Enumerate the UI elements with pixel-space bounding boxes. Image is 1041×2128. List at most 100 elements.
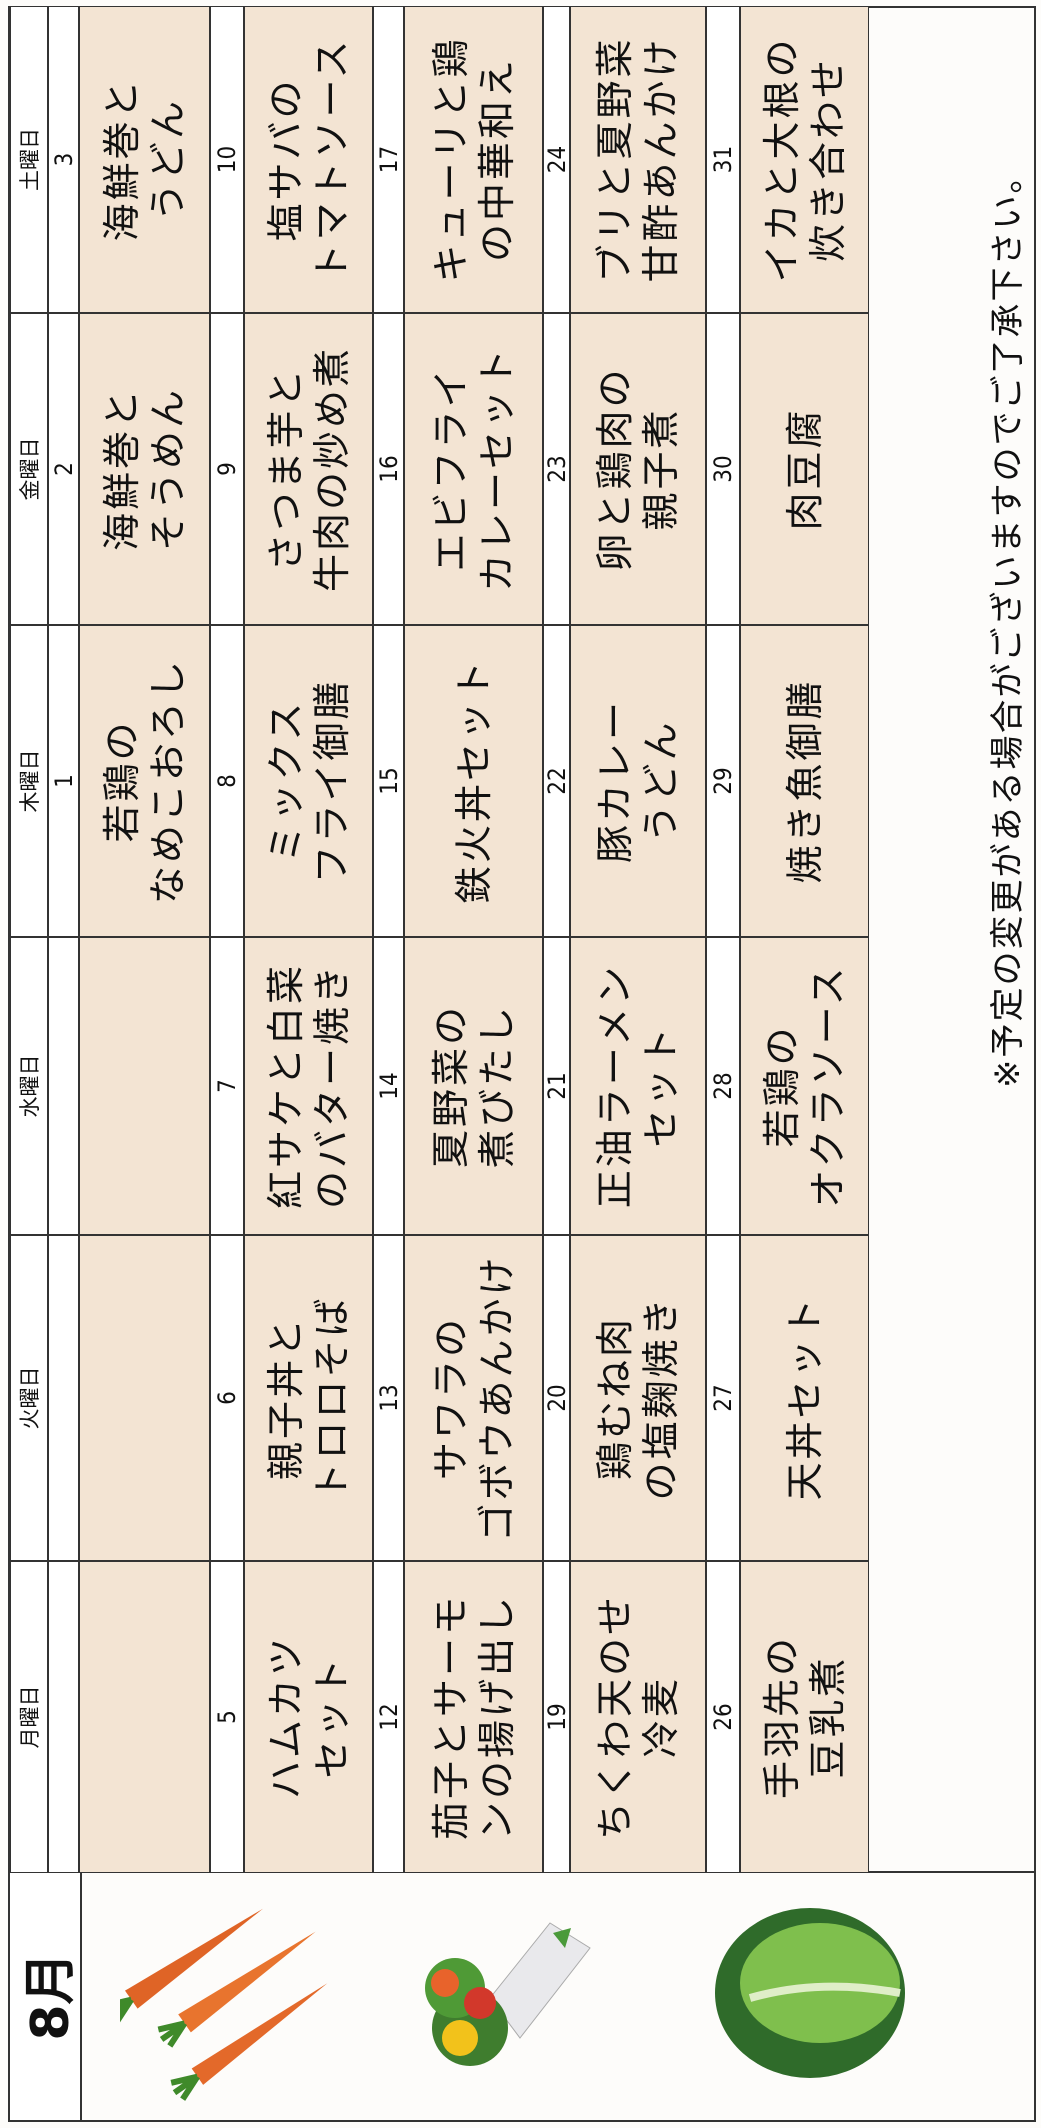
date-cell: 13 — [373, 1235, 404, 1561]
menu-line: 豚カレー — [593, 699, 637, 864]
weekday: 土曜日 — [10, 6, 48, 313]
menu-line: 親子丼と — [263, 1316, 308, 1481]
date-cell: 8 — [210, 625, 244, 937]
date-cell: 16 — [373, 313, 404, 625]
menu-line: 天丼セット — [782, 1295, 827, 1501]
menu-cell: 手羽先の 豆乳煮 — [740, 1561, 869, 1873]
menu-line: 海鮮巻と — [99, 387, 144, 552]
menu-line: 鶏むね肉 — [593, 1316, 637, 1481]
menu-line: 肉豆腐 — [782, 407, 827, 531]
menu-cell: 肉豆腐 — [740, 313, 869, 625]
menu-line: セット — [309, 1655, 354, 1779]
menu-cell: ミックス フライ御膳 — [244, 625, 373, 937]
menu-cell: 若鶏の オクラソース — [740, 937, 869, 1235]
menu-line: 牛肉の炒め煮 — [309, 346, 354, 593]
date-cell: 21 — [543, 937, 571, 1235]
menu-cell: エビフライ カレーセット — [404, 313, 543, 625]
date-cell: 19 — [543, 1561, 571, 1873]
menu-line: セット — [639, 1024, 683, 1148]
menu-line: エビフライ — [428, 366, 473, 572]
lettuce-illustration — [715, 1908, 905, 2078]
date-cell: 1 — [48, 625, 79, 937]
date-cell — [48, 1235, 79, 1561]
date-cell: 20 — [543, 1235, 571, 1561]
menu-cell: 塩サバの トマトソース — [244, 6, 373, 313]
menu-line: 親子煮 — [639, 407, 683, 531]
menu-cell: 豚カレー うどん — [570, 625, 706, 937]
menu-line: トロロそば — [309, 1295, 354, 1501]
menu-cell: 親子丼と トロロそば — [244, 1235, 373, 1561]
date-cell: 9 — [210, 313, 244, 625]
menu-line: カレーセット — [474, 346, 519, 593]
menu-line: 海鮮巻と — [99, 77, 144, 242]
menu-line: ゴボウあんかけ — [474, 1254, 519, 1542]
date-cell: 17 — [373, 6, 404, 313]
menu-cell: 鶏むね肉 の塩麹焼き — [570, 1235, 706, 1561]
date-cell: 29 — [706, 625, 740, 937]
menu-cell: 天丼セット — [740, 1235, 869, 1561]
menu-line: 豆乳煮 — [805, 1655, 850, 1779]
date-cell: 31 — [706, 6, 740, 313]
date-cell: 27 — [706, 1235, 740, 1561]
menu-line: ブリと夏野菜 — [593, 36, 637, 283]
menu-line: 茄子とサーモ — [428, 1594, 473, 1841]
date-cell: 24 — [543, 6, 571, 313]
menu-line: 手羽先の — [759, 1635, 804, 1800]
menu-line: ミックス — [263, 699, 308, 863]
date-cell: 26 — [706, 1561, 740, 1873]
menu-cell: 海鮮巻と うどん — [79, 6, 210, 313]
menu-line: うどん — [639, 719, 683, 843]
date-cell — [48, 937, 79, 1235]
date-cell: 23 — [543, 313, 571, 625]
menu-line: 炊き合わせ — [805, 57, 850, 263]
weekday: 月曜日 — [10, 1561, 48, 1873]
date-cell: 6 — [210, 1235, 244, 1561]
menu-line: 冷麦 — [639, 1676, 683, 1759]
menu-cell: 鉄火丼セット — [404, 625, 543, 937]
menu-line: 夏野菜の — [428, 1004, 473, 1169]
menu-cell: 海鮮巻と そうめん — [79, 313, 210, 625]
weekday: 金曜日 — [10, 313, 48, 625]
menu-line: うどん — [145, 98, 190, 222]
menu-line: そうめん — [145, 387, 190, 552]
date-cell: 10 — [210, 6, 244, 313]
menu-cell — [79, 1235, 210, 1561]
menu-line: さつま芋と — [263, 366, 308, 572]
menu-cell: イカと大根の 炊き合わせ — [740, 6, 869, 313]
menu-cell: 夏野菜の 煮びたし — [404, 937, 543, 1235]
menu-line: 紅サケと白菜 — [263, 963, 308, 1210]
menu-cell: 焼き魚御膳 — [740, 625, 869, 937]
menu-line: 若鶏の — [759, 1024, 804, 1148]
menu-cell: ブリと夏野菜 甘酢あんかけ — [570, 6, 706, 313]
date-cell: 28 — [706, 937, 740, 1235]
menu-line: なめこおろし — [145, 658, 190, 905]
menu-line: 若鶏の — [99, 719, 144, 843]
menu-line: 正油ラーメン — [593, 963, 637, 1209]
carrot — [120, 1908, 328, 2101]
menu-line: サワラの — [428, 1316, 473, 1481]
date-cell — [48, 1561, 79, 1873]
menu-cell: キューリと鶏 の中華和え — [404, 6, 543, 313]
weekday: 水曜日 — [10, 937, 48, 1235]
menu-cell: 卵と鶏肉の 親子煮 — [570, 313, 706, 625]
menu-cell: 紅サケと白菜 のバター焼き — [244, 937, 373, 1235]
menu-cell: ちくわ天のせ 冷麦 — [570, 1561, 706, 1873]
menu-line: トマトソース — [309, 37, 354, 282]
date-cell: 15 — [373, 625, 404, 937]
date-cell: 30 — [706, 313, 740, 625]
menu-cell: ハムカツ セット — [244, 1561, 373, 1873]
date-cell: 2 — [48, 313, 79, 625]
date-cell: 14 — [373, 937, 404, 1235]
menu-line: のバター焼き — [309, 963, 354, 1210]
menu-cell: 茄子とサーモ ンの揚げ出し — [404, 1561, 543, 1873]
menu-line: イカと大根の — [759, 36, 804, 283]
date-cell: 5 — [210, 1561, 244, 1873]
menu-line: ちくわ天のせ — [593, 1594, 637, 1841]
menu-line: キューリと鶏 — [428, 36, 473, 283]
menu-cell: さつま芋と 牛肉の炒め煮 — [244, 313, 373, 625]
menu-cell — [79, 937, 210, 1235]
menu-line: 卵と鶏肉の — [593, 366, 637, 572]
menu-line: 煮びたし — [474, 1004, 519, 1169]
carrot-illustration — [120, 1908, 328, 2101]
